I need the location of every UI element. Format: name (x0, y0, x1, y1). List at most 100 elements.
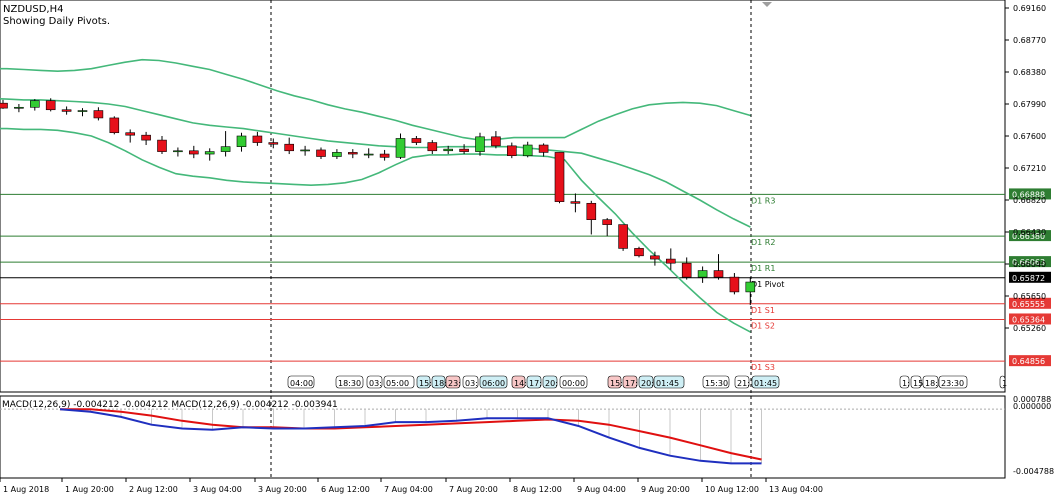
macd-axis-bottom: -0.004788 (1013, 467, 1054, 476)
bear-candle (586, 202, 597, 220)
price-tick-label: 0.68770 (1013, 36, 1046, 45)
session-label: 15: (913, 379, 926, 388)
time-tick-label: 13 Aug 04:00 (769, 485, 823, 494)
bull-candle (522, 144, 533, 156)
bear-candle (411, 138, 422, 143)
session-label: 05:00 (386, 379, 409, 388)
time-tick-label: 6 Aug 12:00 (321, 485, 370, 494)
bull-candle (220, 146, 231, 152)
pivot-label: D1 Pivot (751, 280, 784, 289)
bear-candle (284, 143, 295, 152)
bull-candle (300, 149, 310, 152)
bull-candle (332, 152, 342, 157)
pivot-price-tag (1009, 256, 1051, 268)
session-label-box (702, 375, 730, 389)
bollinger-line (0, 127, 751, 333)
session-label-box (638, 375, 654, 389)
bull-candle (204, 151, 215, 155)
bollinger-line (0, 58, 751, 141)
bear-candle (618, 224, 628, 249)
bear-candle (650, 255, 660, 260)
pivot-price-tag-label: 0.66888 (1012, 190, 1045, 199)
bear-candle (347, 152, 358, 155)
candles (0, 98, 756, 306)
pivot-price-tag (1009, 230, 1051, 242)
bear-candle (61, 109, 72, 112)
bull-candle (363, 153, 374, 156)
pivot-label: D1 S2 (751, 321, 775, 330)
chart-shift-marker-icon[interactable] (762, 2, 772, 7)
pivot-label: D1 R3 (751, 196, 775, 205)
bear-candle (189, 150, 199, 155)
bull-candle (173, 150, 183, 153)
pivot-price-tag-label: 0.65555 (1012, 300, 1045, 309)
session-label: 18: (434, 379, 447, 388)
bear-candle (554, 152, 565, 202)
bear-candle (379, 153, 390, 158)
time-tick-label: 7 Aug 04:00 (384, 485, 433, 494)
session-label: 23: (448, 379, 461, 388)
time-tick-label: 1 Aug 20:00 (65, 485, 114, 494)
bear-candle (459, 148, 469, 152)
bear-candle (506, 145, 517, 156)
session-label: 20: (641, 379, 654, 388)
bollinger-line (0, 97, 751, 228)
pivot-price-tag-label: 0.64856 (1012, 357, 1045, 366)
pivot-price-tag (1009, 313, 1051, 325)
macd-main-line (59, 408, 762, 465)
price-tick-label: 0.67600 (1013, 132, 1046, 141)
pivot-price-tag-label: 0.66063 (1012, 258, 1045, 267)
session-label: 06:00 (482, 379, 505, 388)
session-label: 15: (610, 379, 623, 388)
bear-candle (427, 142, 438, 152)
price-tick-label: 0.69160 (1013, 4, 1046, 13)
pivot-lines: D1 R3 0.66888 D1 R2 0.66380 D1 R1 0.66063 D1 P… (0, 188, 1051, 372)
session-label-box (653, 375, 685, 389)
session-label-box (431, 375, 446, 389)
bear-candle (93, 110, 104, 119)
session-label-box (416, 375, 431, 389)
session-label-box (287, 375, 315, 389)
indicator-subtitle: Showing Daily Pivots. (3, 16, 110, 27)
bear-candle (316, 149, 326, 157)
price-tick-label: 0.66040 (1013, 260, 1046, 269)
pivot-label: D1 R1 (751, 264, 775, 273)
bear-candle (602, 219, 613, 225)
session-label-box (734, 375, 750, 389)
session-label: 1 (1002, 379, 1007, 388)
bear-candle (141, 134, 151, 141)
bear-candle (157, 139, 167, 152)
bull-candle (77, 110, 88, 112)
bear-candle (570, 201, 581, 204)
session-labels: 04:00 18:30 03: 05:00 15: 18: 23: 03: 06:00 14: 17… (287, 375, 1007, 389)
price-tick-label: 0.67210 (1013, 164, 1046, 173)
bear-candle (538, 144, 549, 153)
session-label-box (479, 375, 508, 389)
time-axis: 1 Aug 2018 1 Aug 20:00 2 Aug 12:00 3 Aug 04… (0, 478, 823, 494)
session-label-box (899, 375, 910, 389)
pivot-price-tag-label: 0.65872 (1012, 274, 1045, 283)
bull-candle (395, 138, 406, 158)
session-label: 17: (625, 379, 638, 388)
time-tick-label: 3 Aug 20:00 (258, 485, 307, 494)
time-tick-label: 3 Aug 04:00 (193, 485, 242, 494)
session-label-box (335, 375, 364, 389)
session-label-box (462, 375, 479, 389)
session-label-box (542, 375, 558, 389)
session-label-box (751, 375, 780, 389)
pivot-label: D1 S3 (751, 363, 775, 372)
session-label-box (559, 375, 588, 389)
bear-candle (681, 262, 692, 278)
bear-candle (109, 117, 120, 134)
macd-axis-zero: 0.000000 (1013, 402, 1051, 411)
bear-candle (125, 132, 135, 136)
bear-candle (713, 270, 724, 278)
price-tick-label: 0.66820 (1013, 196, 1046, 205)
macd-indicator (0, 408, 1005, 465)
time-tick-label: 9 Aug 20:00 (641, 485, 690, 494)
session-label: 15: (419, 379, 432, 388)
macd-signal-line (60, 408, 762, 461)
bull-candle (697, 270, 708, 278)
